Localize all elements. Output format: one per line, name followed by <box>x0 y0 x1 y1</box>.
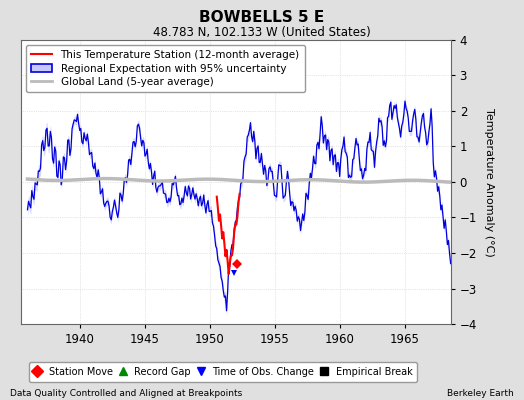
Text: Berkeley Earth: Berkeley Earth <box>447 389 514 398</box>
Text: 48.783 N, 102.133 W (United States): 48.783 N, 102.133 W (United States) <box>153 26 371 39</box>
Legend: Station Move, Record Gap, Time of Obs. Change, Empirical Break: Station Move, Record Gap, Time of Obs. C… <box>29 362 417 382</box>
Y-axis label: Temperature Anomaly (°C): Temperature Anomaly (°C) <box>484 108 494 256</box>
Text: Data Quality Controlled and Aligned at Breakpoints: Data Quality Controlled and Aligned at B… <box>10 389 243 398</box>
Text: BOWBELLS 5 E: BOWBELLS 5 E <box>199 10 325 25</box>
